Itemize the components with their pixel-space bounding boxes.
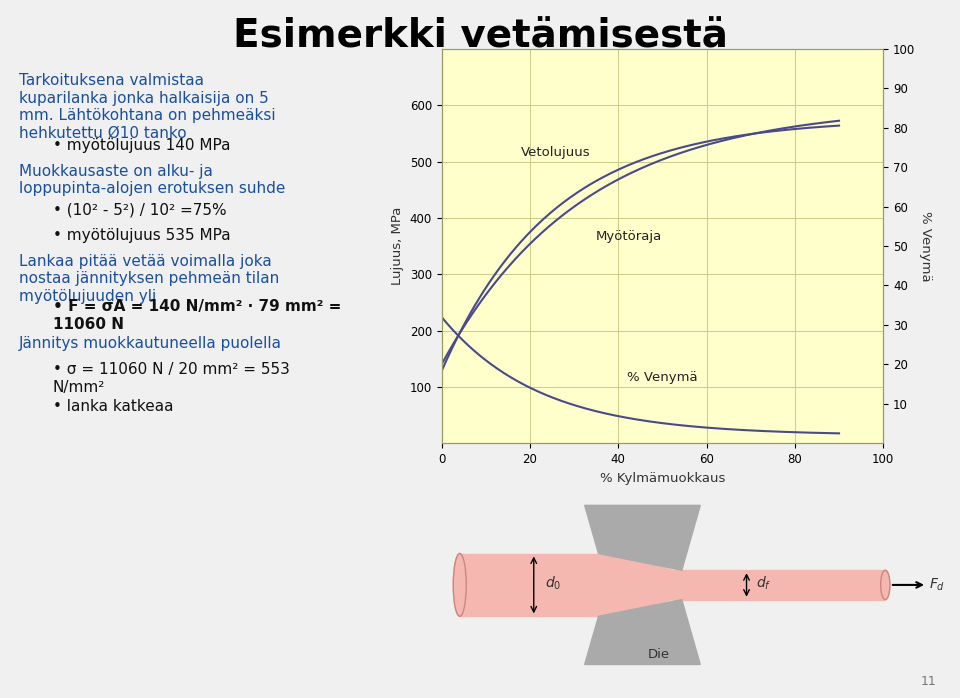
Polygon shape <box>585 505 700 570</box>
Text: • lanka katkeaa: • lanka katkeaa <box>53 399 174 413</box>
Text: Myötöraja: Myötöraja <box>596 230 662 244</box>
Ellipse shape <box>453 554 467 616</box>
Text: $d_f$: $d_f$ <box>756 574 771 591</box>
Text: $d_0$: $d_0$ <box>545 574 562 591</box>
Polygon shape <box>585 600 700 664</box>
Polygon shape <box>608 554 673 616</box>
Text: • myötölujuus 535 MPa: • myötölujuus 535 MPa <box>53 228 230 242</box>
Text: Muokkausaste on alku- ja
loppupinta-alojen erotuksen suhde: Muokkausaste on alku- ja loppupinta-aloj… <box>19 164 285 196</box>
Text: $F_d$: $F_d$ <box>929 577 946 593</box>
Text: % Venymä: % Venymä <box>627 371 698 385</box>
Text: Die: Die <box>648 648 670 660</box>
Text: • F = σA = 140 N/mm² · 79 mm² =
11060 N: • F = σA = 140 N/mm² · 79 mm² = 11060 N <box>53 299 341 332</box>
Text: Lankaa pitää vetää voimalla joka
nostaa jännityksen pehmeän tilan
myötölujuuden : Lankaa pitää vetää voimalla joka nostaa … <box>19 254 279 304</box>
X-axis label: % Kylmämuokkaus: % Kylmämuokkaus <box>600 472 725 484</box>
Bar <box>673 570 885 600</box>
Text: • (10² - 5²) / 10² =75%: • (10² - 5²) / 10² =75% <box>53 202 227 217</box>
Text: • σ = 11060 N / 20 mm² = 553
N/mm²: • σ = 11060 N / 20 mm² = 553 N/mm² <box>53 362 290 394</box>
Bar <box>460 554 608 616</box>
Text: Jännitys muokkautuneella puolella: Jännitys muokkautuneella puolella <box>19 336 282 350</box>
Text: 11: 11 <box>921 674 936 688</box>
Text: Vetolujuus: Vetolujuus <box>521 146 590 159</box>
Text: • myötölujuus 140 MPa: • myötölujuus 140 MPa <box>53 138 230 152</box>
Y-axis label: % Venymä: % Venymä <box>919 211 932 281</box>
Ellipse shape <box>880 570 890 600</box>
Y-axis label: Lujuus, MPa: Lujuus, MPa <box>391 207 404 285</box>
Text: Tarkoituksena valmistaa
kuparilanka jonka halkaisija on 5
mm. Lähtökohtana on pe: Tarkoituksena valmistaa kuparilanka jonk… <box>19 73 276 140</box>
Text: Esimerkki vetämisestä: Esimerkki vetämisestä <box>232 17 728 55</box>
